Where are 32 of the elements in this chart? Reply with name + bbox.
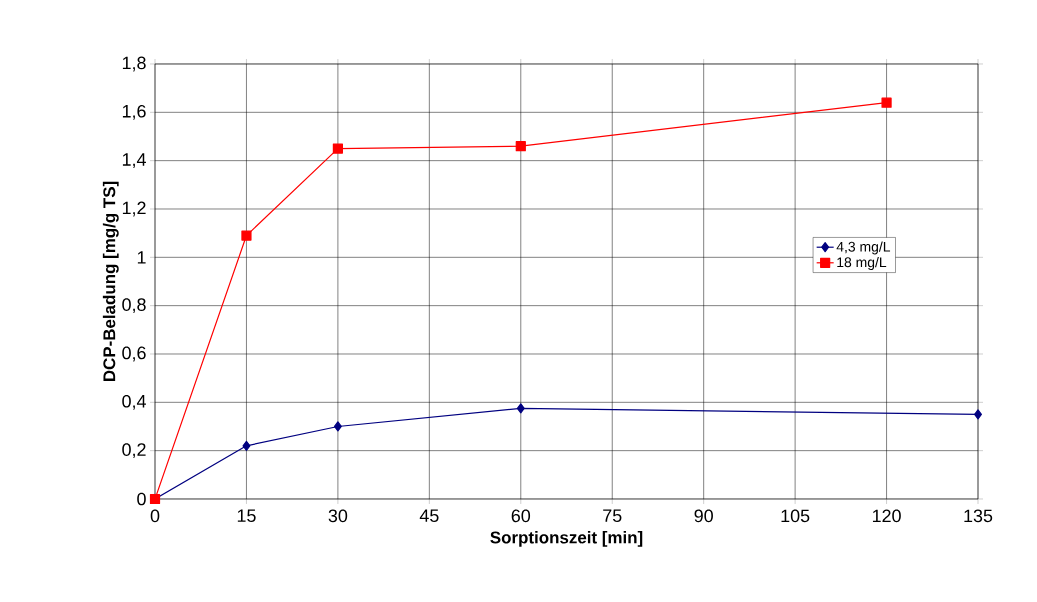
x-tick-label: 105 bbox=[781, 509, 810, 523]
y-tick-label: 1,2 bbox=[122, 201, 146, 217]
y-axis-title: DCP-Beladung [mg/g TS] bbox=[102, 181, 119, 382]
point bbox=[242, 440, 251, 451]
y-tick-label: 1 bbox=[137, 251, 146, 264]
point bbox=[881, 97, 892, 108]
x-tick-label: 45 bbox=[419, 509, 439, 523]
x-tick-label: 15 bbox=[237, 509, 256, 523]
y-tick-label: 0,4 bbox=[122, 394, 146, 410]
y-tick-label: 1,4 bbox=[122, 153, 146, 168]
point bbox=[332, 143, 343, 154]
point bbox=[333, 421, 342, 432]
y-tick-label: 0,2 bbox=[122, 443, 146, 459]
x-axis-title: Sorptionszeit [min] bbox=[490, 531, 643, 547]
y-tick-label: 1,8 bbox=[122, 56, 146, 72]
y-tick-label: 0,6 bbox=[122, 346, 146, 362]
x-tick-label: 120 bbox=[872, 509, 901, 523]
point bbox=[974, 409, 982, 420]
x-tick-label: 75 bbox=[603, 509, 622, 523]
point bbox=[241, 230, 252, 241]
y-tick-label: 0 bbox=[137, 492, 146, 506]
point bbox=[515, 141, 526, 152]
x-tick-label: 60 bbox=[511, 509, 531, 523]
x-tick-label: 0 bbox=[150, 509, 160, 523]
x-tick-label: 30 bbox=[328, 509, 348, 523]
legend-label: 4,3 mg/L bbox=[836, 241, 891, 255]
point bbox=[516, 403, 525, 414]
x-tick-label: 90 bbox=[694, 509, 713, 523]
x-tick-label: 135 bbox=[964, 509, 993, 523]
legend-label: 18 mg/L bbox=[837, 256, 887, 270]
y-tick-label: 0,8 bbox=[122, 298, 146, 314]
y-tick-label: 1,6 bbox=[122, 104, 146, 120]
